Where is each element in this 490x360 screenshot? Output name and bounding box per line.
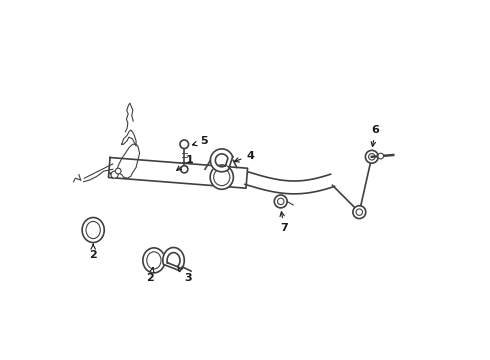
Polygon shape (210, 149, 233, 172)
Circle shape (115, 168, 121, 174)
Circle shape (111, 171, 118, 178)
Circle shape (356, 209, 363, 215)
Circle shape (181, 166, 188, 173)
Circle shape (180, 140, 189, 149)
Polygon shape (163, 248, 184, 271)
Ellipse shape (214, 168, 230, 186)
Circle shape (366, 150, 378, 163)
Text: 4: 4 (235, 151, 254, 162)
Text: 2: 2 (147, 267, 154, 283)
Text: 3: 3 (178, 267, 192, 283)
Polygon shape (245, 172, 335, 194)
Circle shape (353, 206, 366, 219)
Text: 5: 5 (193, 136, 208, 147)
Ellipse shape (86, 221, 100, 239)
Text: 6: 6 (371, 125, 379, 147)
Ellipse shape (210, 165, 233, 189)
Ellipse shape (82, 217, 104, 243)
Polygon shape (108, 158, 247, 188)
Ellipse shape (143, 248, 165, 273)
Text: 2: 2 (89, 244, 97, 260)
Text: 7: 7 (280, 212, 288, 233)
Ellipse shape (147, 252, 161, 269)
Circle shape (368, 154, 375, 160)
Circle shape (274, 195, 287, 208)
Text: 1: 1 (177, 156, 194, 170)
Circle shape (378, 153, 384, 159)
Circle shape (277, 198, 284, 204)
